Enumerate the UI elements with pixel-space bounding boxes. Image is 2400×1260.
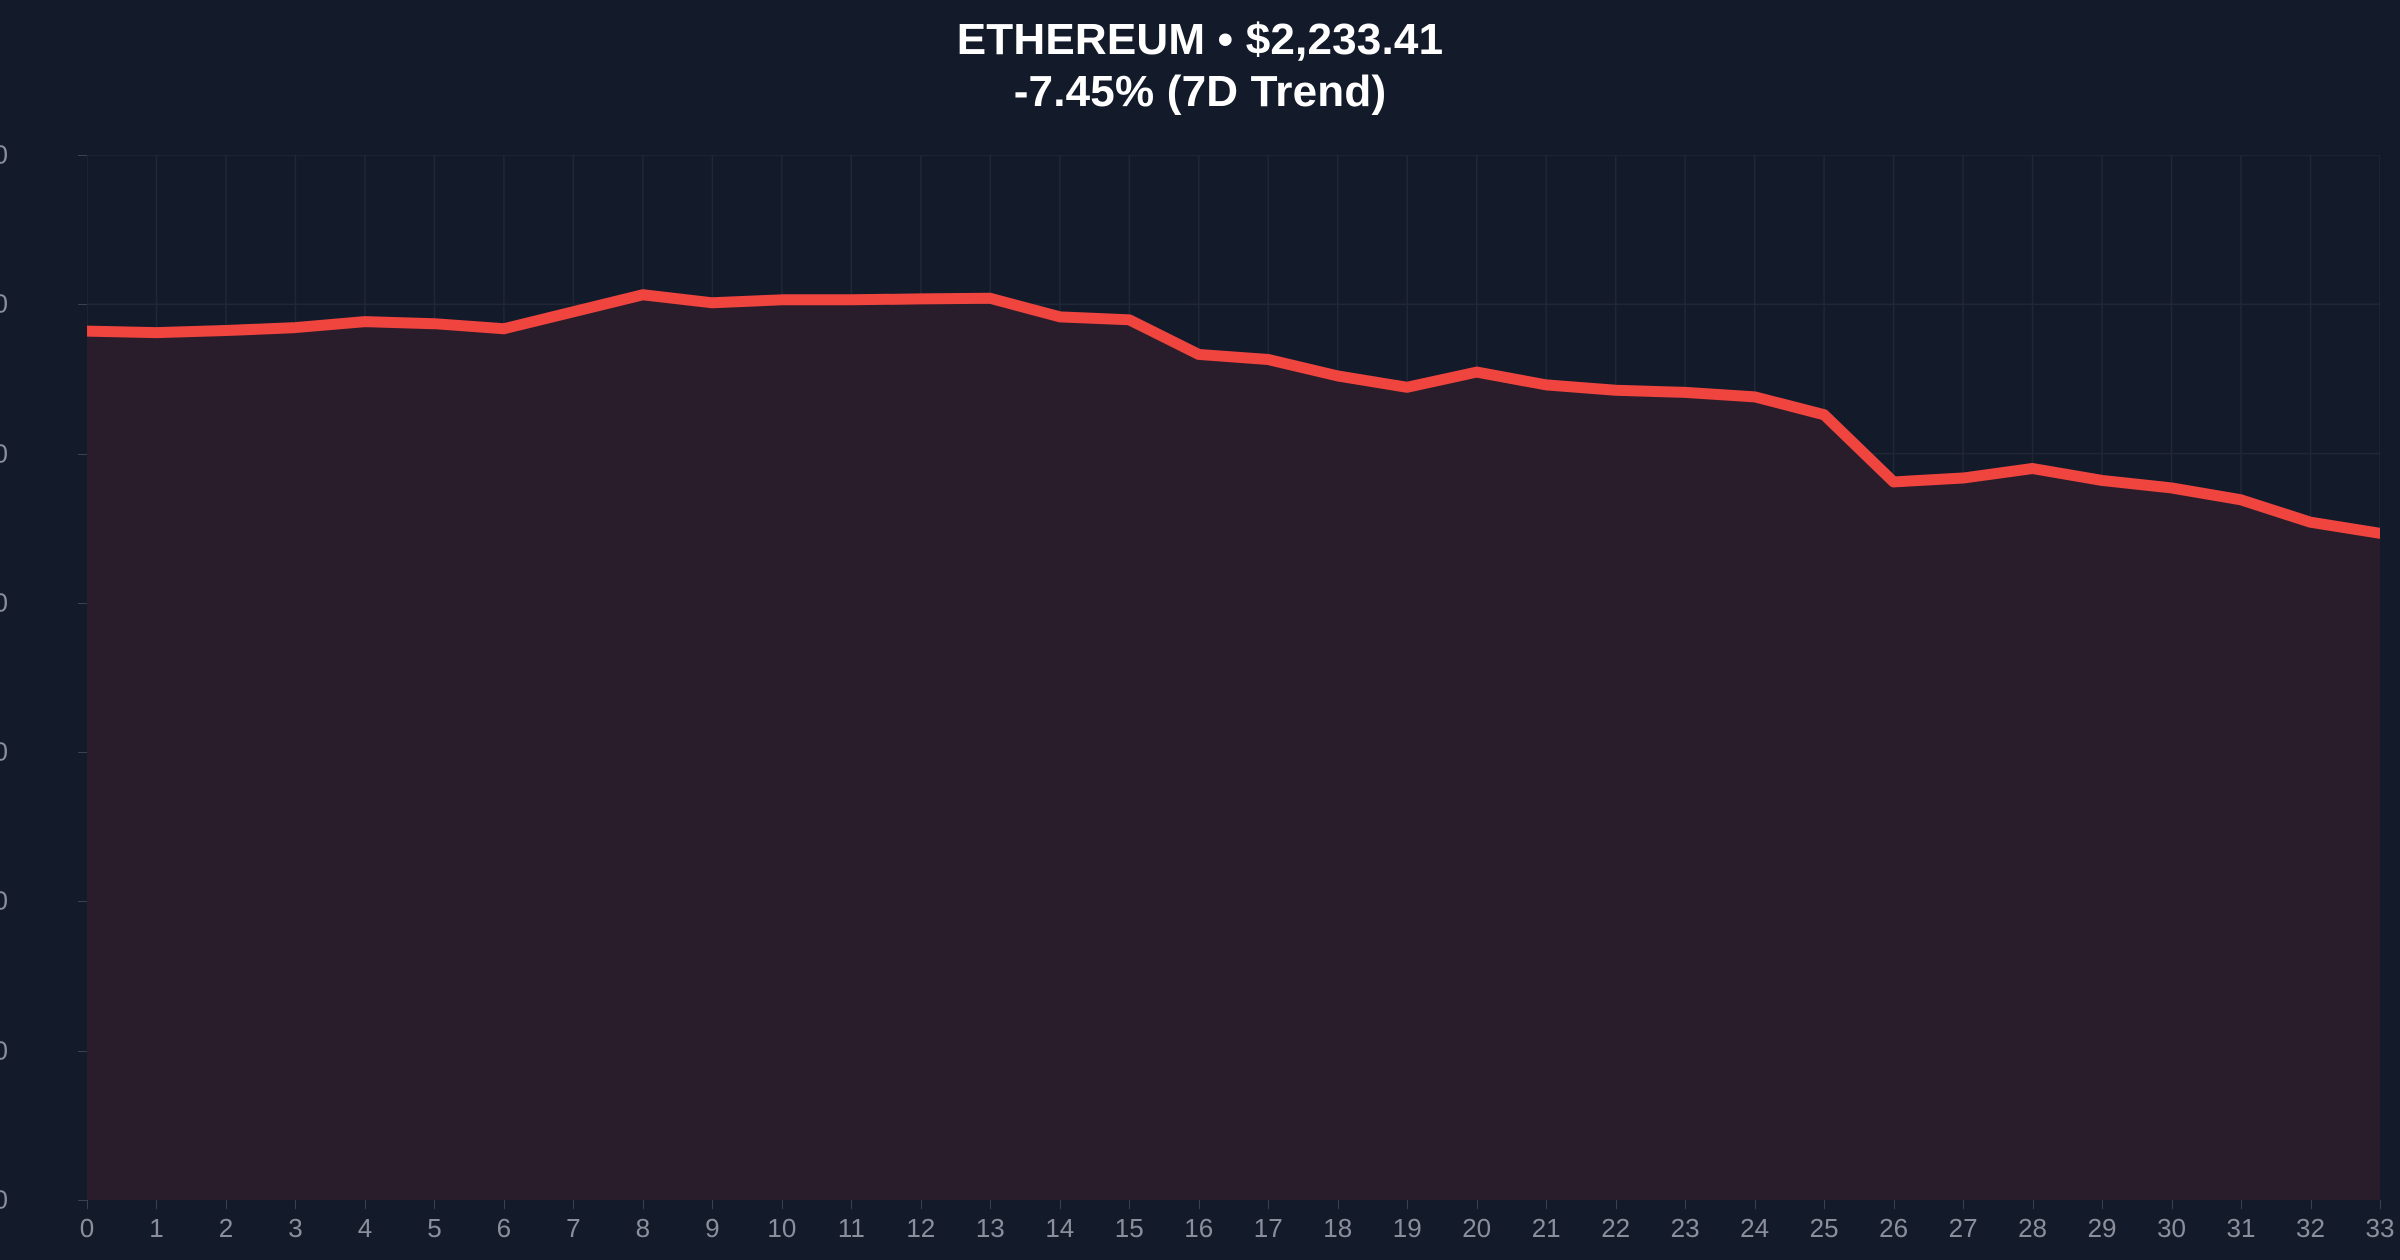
x-tick-mark — [156, 1200, 158, 1209]
x-tick-label: 10 — [767, 1213, 797, 1243]
y-tick-mark — [78, 752, 87, 754]
x-tick-mark — [1407, 1200, 1409, 1209]
x-tick-label: 3 — [288, 1213, 303, 1243]
price-area-fill — [87, 294, 2380, 1200]
x-tick-mark — [1546, 1200, 1548, 1209]
x-tick-label: 5 — [427, 1213, 442, 1243]
y-tick-mark — [78, 155, 87, 156]
x-tick-mark — [781, 1200, 783, 1209]
x-tick-label: 19 — [1392, 1213, 1422, 1243]
x-tick-mark — [1893, 1200, 1895, 1209]
x-tick-mark — [1963, 1200, 1965, 1209]
x-tick-label: 23 — [1670, 1213, 1700, 1243]
y-tick-mark — [78, 453, 87, 455]
x-tick-label: 20 — [1462, 1213, 1492, 1243]
x-tick-mark — [1476, 1200, 1478, 1209]
y-tick-label: 500 — [0, 1035, 8, 1066]
x-tick-label: 27 — [1948, 1213, 1978, 1243]
x-tick-label: 4 — [357, 1213, 373, 1243]
x-tick-mark — [1685, 1200, 1687, 1209]
x-tick-label: 29 — [2087, 1213, 2117, 1243]
x-tick-label: 1 — [149, 1213, 164, 1243]
price-line — [87, 289, 2380, 539]
x-tick-label: 26 — [1879, 1213, 1909, 1243]
x-tick-label: 31 — [2226, 1213, 2256, 1243]
x-tick-mark — [1129, 1200, 1131, 1209]
x-tick-mark — [2171, 1200, 2173, 1209]
x-tick-mark — [225, 1200, 227, 1209]
x-tick-label: 0 — [79, 1213, 95, 1243]
x-tick-mark — [1754, 1200, 1756, 1209]
x-tick-mark — [434, 1200, 436, 1209]
x-tick-label: 6 — [496, 1213, 512, 1243]
y-tick-label: 1500 — [0, 736, 8, 767]
x-tick-label: 15 — [1114, 1213, 1144, 1243]
x-tick-label: 12 — [906, 1213, 936, 1243]
x-tick-mark — [2032, 1200, 2034, 1209]
x-tick-mark — [1268, 1200, 1270, 1209]
y-tick-mark — [78, 602, 87, 604]
x-tick-label: 7 — [566, 1213, 581, 1243]
x-tick-label: 16 — [1184, 1213, 1214, 1243]
x-tick-label: 24 — [1740, 1213, 1770, 1243]
x-tick-mark — [503, 1200, 505, 1209]
plot-area — [87, 155, 2380, 1200]
x-tick-label: 28 — [2018, 1213, 2048, 1243]
chart-title-line-1: ETHEREUM • $2,233.41 — [956, 15, 1444, 64]
x-tick-mark — [1824, 1200, 1826, 1209]
chart-title: ETHEREUM • $2,233.41 -7.45% (7D Trend) — [0, 14, 2400, 118]
x-tick-mark — [573, 1200, 575, 1209]
x-tick-mark — [364, 1200, 366, 1209]
x-tick-label: 30 — [2157, 1213, 2186, 1243]
y-tick-mark — [78, 1200, 87, 1201]
x-tick-label: 33 — [2365, 1213, 2395, 1243]
x-tick-mark — [1615, 1200, 1617, 1209]
x-tick-label: 13 — [975, 1213, 1005, 1243]
y-tick-mark — [78, 901, 87, 903]
x-tick-mark — [2380, 1200, 2381, 1209]
x-tick-label: 22 — [1601, 1213, 1631, 1243]
y-tick-label: 2000 — [0, 587, 8, 618]
x-tick-mark — [1059, 1200, 1061, 1209]
y-tick-label: 2500 — [0, 438, 8, 469]
y-tick-label: 3000 — [0, 288, 8, 319]
y-tick-label: 1000 — [0, 885, 8, 916]
y-tick-label: 0 — [0, 1184, 8, 1215]
x-tick-label: 21 — [1531, 1213, 1561, 1243]
x-tick-label: 14 — [1045, 1213, 1075, 1243]
x-tick-mark — [87, 1200, 88, 1209]
x-tick-mark — [712, 1200, 714, 1209]
x-tick-label: 32 — [2296, 1213, 2325, 1243]
x-tick-mark — [1198, 1200, 1200, 1209]
x-tick-label: 11 — [837, 1213, 865, 1243]
x-tick-label: 17 — [1253, 1213, 1283, 1243]
x-tick-mark — [295, 1200, 297, 1209]
x-tick-mark — [2241, 1200, 2243, 1209]
x-tick-label: 2 — [218, 1213, 234, 1243]
x-tick-mark — [851, 1200, 853, 1209]
x-tick-label: 9 — [705, 1213, 720, 1243]
y-tick-mark — [78, 1050, 87, 1052]
x-tick-label: 18 — [1323, 1213, 1353, 1243]
x-tick-mark — [2102, 1200, 2104, 1209]
x-tick-mark — [642, 1200, 644, 1209]
x-tick-mark — [1337, 1200, 1339, 1209]
price-area-chart — [87, 155, 2380, 1200]
x-tick-mark — [2310, 1200, 2312, 1209]
x-tick-label: 25 — [1809, 1213, 1839, 1243]
x-tick-mark — [920, 1200, 922, 1209]
x-tick-label: 8 — [635, 1213, 651, 1243]
x-tick-mark — [990, 1200, 992, 1209]
y-tick-label: 3500 — [0, 139, 8, 170]
chart-title-line-2: -7.45% (7D Trend) — [1013, 66, 1387, 116]
y-tick-mark — [78, 304, 87, 306]
